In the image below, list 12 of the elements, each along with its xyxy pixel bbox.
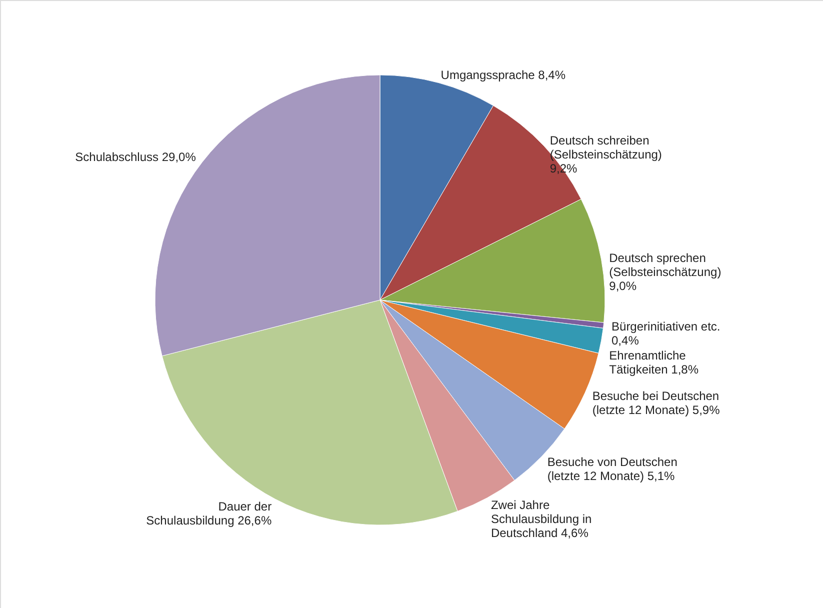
slice-label: Dauer der Schulausbildung 26,6% bbox=[146, 499, 272, 528]
slice-label: Zwei Jahre Schulausbildung in Deutschland 4,6% bbox=[490, 498, 592, 540]
slice-label: Deutsch schreiben (Selbsteinschätzung) bbox=[550, 134, 662, 162]
slice-label: Schulabschluss 29,0% bbox=[75, 150, 196, 164]
slice-label: Umgangssprache 8,4% bbox=[440, 68, 566, 82]
slice-label: Ehrenamtliche Tätigkeiten 1,8% bbox=[609, 348, 699, 376]
data-label: 0,4% bbox=[612, 333, 640, 348]
slice-label: Deutsch sprechen (Selbsteinschätzung) bbox=[609, 250, 722, 279]
slice-label: Bürgerinitiativen etc. bbox=[612, 319, 720, 334]
slice-label: Besuche bei Deutschen (letzte 12 Monate) 5,9% bbox=[592, 388, 720, 417]
slice-label: Besuche von Deutschen (letzte 12 Monate) 5,1% bbox=[547, 455, 678, 484]
data-label: 9,0% bbox=[609, 278, 637, 293]
